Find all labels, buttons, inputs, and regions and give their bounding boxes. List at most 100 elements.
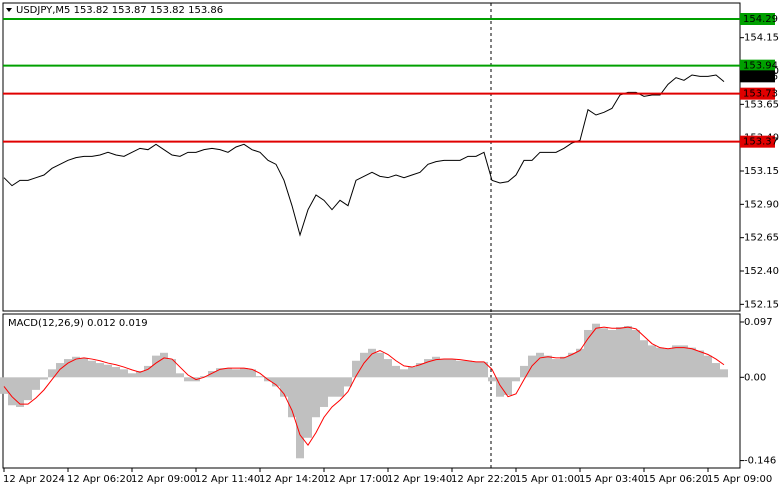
histogram-bar: [432, 356, 440, 378]
x-tick-label: 12 Apr 19:40: [387, 474, 452, 485]
histogram-bar: [72, 356, 80, 378]
y-tick-label: 152.65: [744, 233, 779, 244]
histogram-bar: [560, 356, 568, 378]
histogram-bar: [576, 348, 584, 378]
histogram-bar: [632, 329, 640, 378]
histogram-bar: [584, 329, 592, 378]
histogram-bar: [544, 355, 552, 378]
menu-triangle: [6, 8, 12, 12]
histogram-bar: [336, 377, 344, 397]
histogram-bar: [320, 377, 328, 407]
histogram-bar: [480, 361, 488, 378]
histogram-bar: [520, 365, 528, 378]
x-tick-label: 12 Apr 14:20: [259, 474, 324, 485]
histogram-bar: [56, 363, 64, 378]
x-tick-label: 15 Apr 06:20: [643, 474, 708, 485]
histogram-bar: [696, 350, 704, 378]
histogram-bar: [616, 327, 624, 378]
histogram-bar: [104, 364, 112, 378]
level-label-box: [740, 13, 775, 25]
histogram-bar: [24, 377, 32, 401]
histogram-bar: [640, 340, 648, 378]
y-tick-label: -0.146: [744, 456, 776, 467]
histogram-bar: [712, 363, 720, 378]
x-tick-label: 12 Apr 06:20: [67, 474, 132, 485]
x-tick-label: 15 Apr 03:40: [579, 474, 644, 485]
histogram-bar: [448, 359, 456, 378]
price-label-box: [740, 70, 775, 83]
histogram-bar: [376, 352, 384, 378]
histogram-bar: [200, 376, 208, 378]
y-tick-label: 154.15: [744, 33, 779, 44]
level-label: 153.94: [743, 61, 778, 72]
x-tick-label: 12 Apr 17:00: [323, 474, 388, 485]
histogram-bar: [40, 377, 48, 380]
histogram-bar: [384, 359, 392, 378]
series-line: [3, 326, 725, 447]
x-tick-label: 12 Apr 09:00: [131, 474, 196, 485]
histogram-bar: [304, 377, 312, 438]
level-label: 153.37: [743, 137, 778, 148]
level-label-box: [740, 59, 775, 72]
histogram-bar: [208, 371, 216, 378]
histogram-bar: [504, 377, 512, 395]
chart-title: USDJPY,M5 153.82 153.87 153.82 153.86: [16, 5, 223, 16]
histogram-bar: [240, 368, 248, 378]
histogram-bar: [88, 360, 96, 378]
histogram-bar: [152, 355, 160, 378]
histogram-bar: [160, 352, 168, 378]
histogram-bar: [120, 369, 128, 378]
macd-title: MACD(12,26,9) 0.012 0.019: [8, 318, 148, 329]
histogram-bar: [296, 377, 304, 459]
histogram-bar: [216, 368, 224, 378]
histogram-bar: [656, 347, 664, 378]
histogram-bar: [312, 377, 320, 418]
y-tick-label: 153.15: [744, 166, 779, 177]
histogram-bar: [0, 377, 8, 394]
histogram-bar: [64, 359, 72, 378]
level-label-box: [740, 135, 775, 148]
histogram-bar: [80, 357, 88, 378]
histogram-bar: [720, 369, 728, 378]
histogram-bar: [456, 360, 464, 378]
histogram-bar: [176, 373, 184, 378]
histogram-bar: [96, 363, 104, 378]
histogram-bar: [536, 352, 544, 378]
histogram-bar: [48, 369, 56, 378]
histogram-bar: [488, 377, 496, 382]
histogram-bar: [608, 329, 616, 378]
histogram-bar: [496, 377, 504, 397]
histogram-bar: [648, 345, 656, 378]
histogram-bar: [680, 345, 688, 378]
histogram-bar: [360, 352, 368, 378]
histogram-bar: [408, 367, 416, 378]
histogram-bar: [344, 377, 352, 387]
level-label: 153.73: [743, 89, 778, 100]
histogram-bar: [144, 365, 152, 378]
x-tick-label: 12 Apr 2024: [3, 474, 65, 485]
histogram-bar: [288, 377, 296, 418]
histogram-bar: [568, 352, 576, 378]
y-tick-label: 153.65: [744, 99, 779, 110]
histogram-bar: [136, 371, 144, 378]
histogram-bar: [368, 348, 376, 378]
histogram-bar: [328, 377, 336, 397]
histogram-bar: [688, 347, 696, 378]
y-tick-label: 152.90: [744, 199, 779, 210]
histogram-bar: [704, 355, 712, 378]
histogram-bar: [464, 360, 472, 378]
y-tick-label: 0.097: [744, 317, 773, 328]
histogram-bar: [416, 363, 424, 378]
histogram-bar: [256, 376, 264, 378]
histogram-bar: [400, 369, 408, 378]
x-tick-label: 12 Apr 22:20: [451, 474, 516, 485]
histogram-bar: [472, 361, 480, 378]
histogram-bar: [128, 373, 136, 378]
histogram-bar: [224, 368, 232, 378]
histogram-bar: [248, 369, 256, 378]
y-tick-label: 152.40: [744, 266, 779, 277]
y-tick-label: 0.00: [744, 372, 766, 383]
